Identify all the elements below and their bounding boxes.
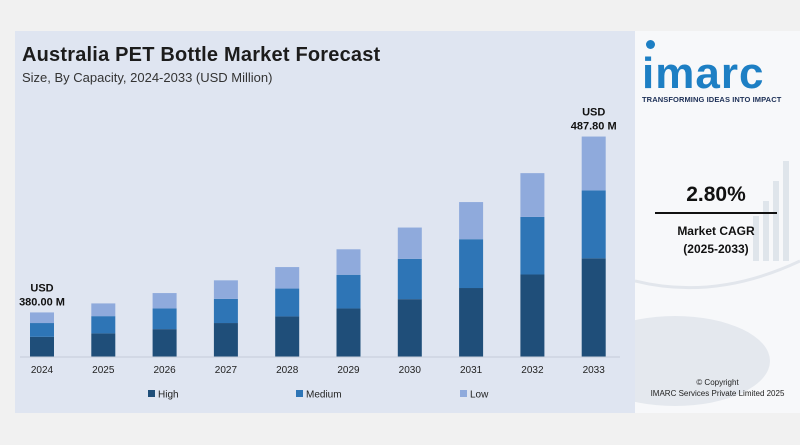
brand-panel <box>635 31 800 413</box>
brand-tagline: TRANSFORMING IDEAS INTO IMPACT <box>642 95 782 104</box>
bar-segment-high-2029 <box>336 308 361 357</box>
bar-segment-medium-2030 <box>397 258 422 300</box>
bar-segment-medium-2026 <box>152 308 177 330</box>
legend-label-medium: Medium <box>306 390 342 401</box>
legend-label-low: Low <box>470 390 489 401</box>
chart-title: Australia PET Bottle Market Forecast <box>22 44 381 66</box>
copyright: © Copyright IMARC Services Private Limit… <box>640 377 795 399</box>
bar-segment-low-2030 <box>397 227 422 259</box>
bar-segment-low-2025 <box>91 303 116 317</box>
total-label-unit-2024: USD <box>30 282 53 294</box>
background-decoration <box>635 161 800 406</box>
x-tick-label-2028: 2028 <box>276 365 299 376</box>
copyright-line1: © Copyright <box>696 378 739 387</box>
bar-segment-medium-2032 <box>520 216 545 275</box>
bar-segment-medium-2025 <box>91 316 116 334</box>
bar-segment-low-2026 <box>152 293 177 309</box>
bar-segment-high-2030 <box>397 299 422 357</box>
copyright-line2: IMARC Services Private Limited 2025 <box>650 389 785 398</box>
legend-swatch-low <box>460 390 467 397</box>
x-tick-label-2025: 2025 <box>92 365 115 376</box>
bar-segment-high-2024 <box>30 336 54 357</box>
bar-segment-medium-2028 <box>275 288 300 317</box>
cagr-divider <box>655 212 777 214</box>
logo-dot <box>646 40 655 49</box>
x-tick-label-2033: 2033 <box>583 365 606 376</box>
bar-segment-low-2031 <box>459 202 484 240</box>
legend-label-high: High <box>158 390 179 401</box>
chart-subtitle: Size, By Capacity, 2024-2033 (USD Millio… <box>22 70 273 85</box>
bar-segment-high-2032 <box>520 274 545 357</box>
bar-segment-medium-2033 <box>581 190 606 259</box>
legend-swatch-high <box>148 390 155 397</box>
bar-segment-medium-2027 <box>213 298 238 324</box>
total-label-value-2033: 487.80 M <box>571 121 617 133</box>
bar-segment-high-2028 <box>275 316 300 357</box>
bar-segment-high-2026 <box>152 329 177 357</box>
x-tick-label-2027: 2027 <box>215 365 238 376</box>
bar-segment-medium-2024 <box>30 323 54 337</box>
bar-segment-medium-2029 <box>336 274 361 309</box>
total-label-value-2024: 380.00 M <box>19 296 65 308</box>
bar-segment-high-2027 <box>213 323 238 357</box>
bar-segment-low-2028 <box>275 267 300 289</box>
bar-segment-high-2031 <box>459 288 484 357</box>
x-tick-label-2026: 2026 <box>153 365 176 376</box>
bar-segment-low-2033 <box>581 136 606 191</box>
bar-segment-high-2025 <box>91 333 116 357</box>
x-tick-label-2024: 2024 <box>31 365 54 376</box>
cagr-value: 2.80% <box>686 183 746 206</box>
cagr-label: Market CAGR (2025-2033) <box>655 222 777 258</box>
imarc-logo: imarc <box>642 49 765 98</box>
bar-segment-low-2029 <box>336 249 361 275</box>
legend-swatch-medium <box>296 390 303 397</box>
x-tick-label-2031: 2031 <box>460 365 483 376</box>
bar-segment-medium-2031 <box>459 239 484 289</box>
bar-segment-high-2033 <box>581 258 606 357</box>
cagr-label-line1: Market CAGR <box>677 224 755 238</box>
bar-segment-low-2032 <box>520 173 545 217</box>
bar-segment-low-2027 <box>213 280 238 299</box>
x-tick-label-2032: 2032 <box>521 365 544 376</box>
total-label-unit-2033: USD <box>582 107 605 119</box>
x-tick-label-2030: 2030 <box>399 365 422 376</box>
bar-segment-low-2024 <box>30 312 54 324</box>
cagr-label-line2: (2025-2033) <box>683 242 749 256</box>
x-tick-label-2029: 2029 <box>337 365 360 376</box>
